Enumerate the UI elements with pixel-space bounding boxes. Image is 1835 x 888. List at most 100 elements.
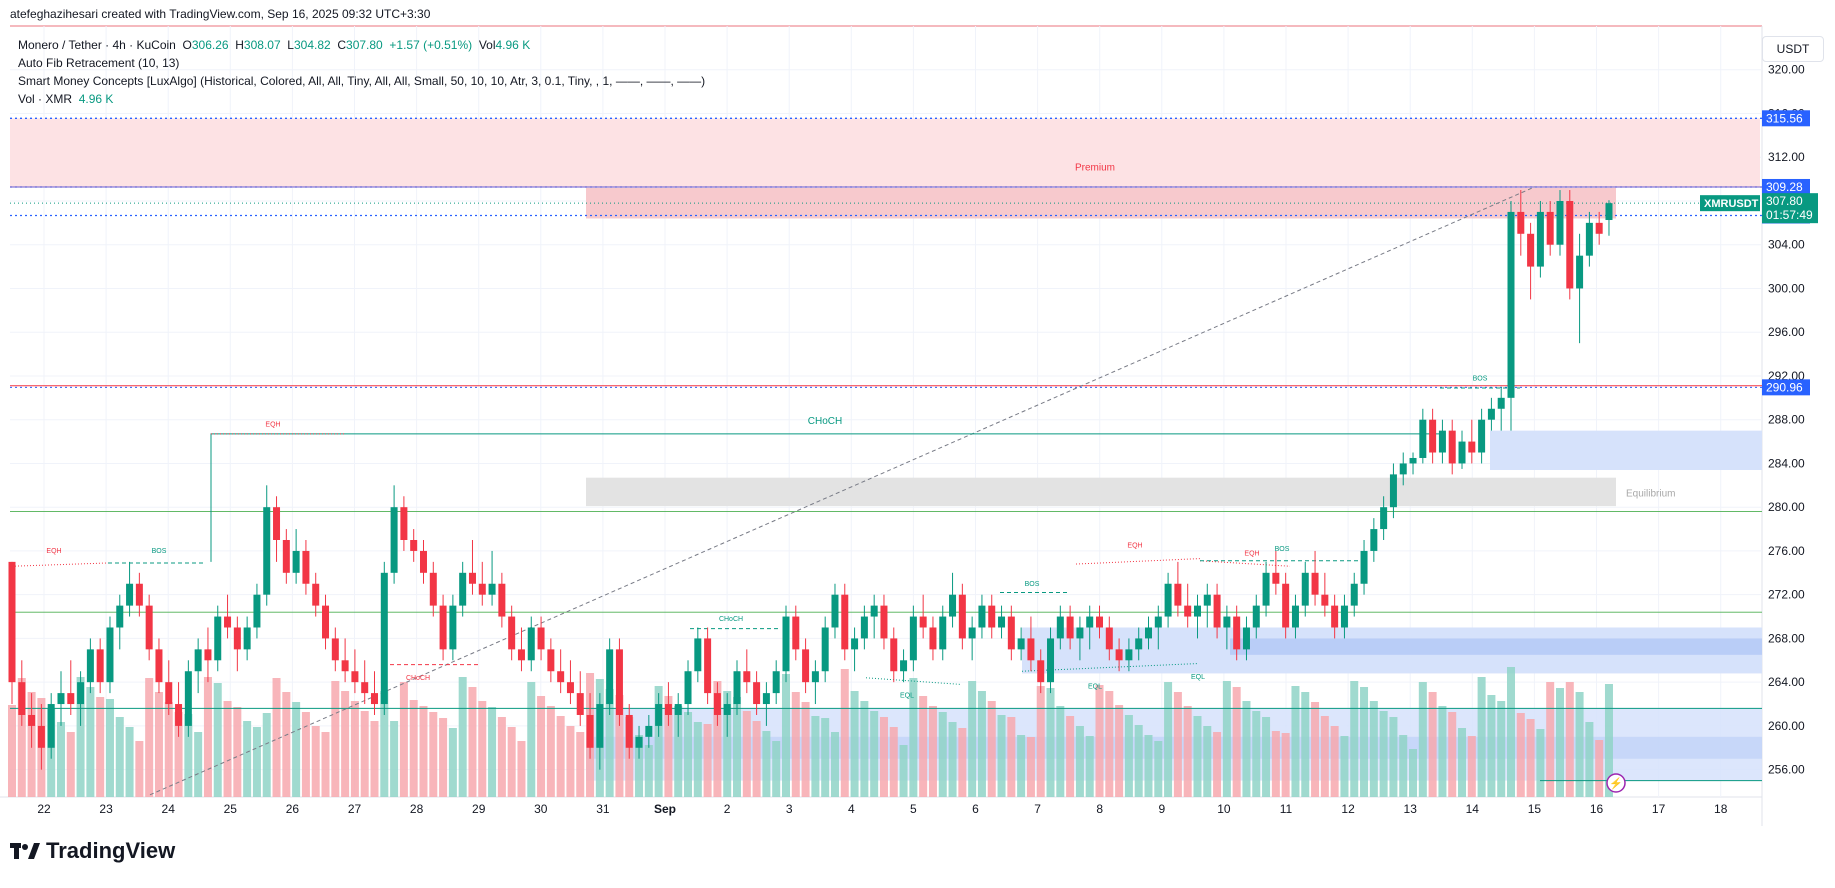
candle-body[interactable] (694, 638, 702, 672)
candle-body[interactable] (263, 507, 271, 595)
candle-body[interactable] (1135, 638, 1143, 650)
candle-body[interactable] (28, 714, 36, 726)
candle-body[interactable] (743, 671, 751, 683)
candle-body[interactable] (674, 704, 682, 715)
candle-body[interactable] (1125, 649, 1133, 661)
candle-body[interactable] (371, 693, 379, 705)
candle-body[interactable] (1605, 203, 1613, 221)
candle-body[interactable] (841, 594, 849, 650)
candle-body[interactable] (302, 550, 310, 584)
candle-body[interactable] (1556, 200, 1564, 245)
candle-body[interactable] (1566, 200, 1574, 289)
candle-body[interactable] (1047, 638, 1055, 683)
candle-body[interactable] (165, 682, 173, 705)
candle-body[interactable] (204, 649, 212, 661)
candle-body[interactable] (655, 704, 663, 726)
candle-body[interactable] (243, 627, 251, 650)
candle-body[interactable] (880, 605, 888, 639)
candle-body[interactable] (1399, 463, 1407, 475)
candle-body[interactable] (439, 605, 447, 650)
candle-body[interactable] (1291, 605, 1299, 628)
candle-body[interactable] (782, 616, 790, 672)
candle-body[interactable] (224, 616, 232, 628)
candle-body[interactable] (1429, 419, 1437, 453)
candle-body[interactable] (939, 616, 947, 650)
candle-body[interactable] (811, 671, 819, 683)
candle-body[interactable] (96, 649, 104, 683)
candle-body[interactable] (1252, 605, 1260, 628)
candle-body[interactable] (37, 725, 45, 748)
candle-body[interactable] (1380, 507, 1388, 530)
candle-body[interactable] (419, 550, 427, 573)
candle-body[interactable] (106, 627, 114, 683)
candle-body[interactable] (684, 671, 692, 705)
candle-body[interactable] (380, 572, 388, 705)
candle-body[interactable] (1478, 419, 1486, 453)
candle-body[interactable] (713, 693, 721, 715)
candle-body[interactable] (1497, 397, 1505, 409)
candle-body[interactable] (606, 649, 614, 705)
candle-body[interactable] (282, 540, 290, 573)
candle-body[interactable] (1115, 649, 1123, 661)
candle-body[interactable] (1301, 572, 1309, 606)
candle-body[interactable] (135, 583, 143, 606)
indicator-smc-row[interactable]: Smart Money Concepts [LuxAlgo] (Historic… (18, 74, 706, 88)
candle-body[interactable] (488, 583, 496, 595)
candle-body[interactable] (566, 682, 574, 694)
candle-body[interactable] (1164, 583, 1172, 617)
candle-body[interactable] (576, 693, 584, 715)
candle-body[interactable] (1282, 583, 1290, 628)
candle-body[interactable] (615, 649, 623, 715)
candle-body[interactable] (1056, 616, 1064, 639)
candle-body[interactable] (1007, 616, 1015, 650)
alert-circle-icon[interactable] (1606, 773, 1626, 793)
candle-body[interactable] (1507, 211, 1515, 398)
candle-body[interactable] (762, 693, 770, 705)
candle-body[interactable] (1184, 605, 1192, 617)
candle-body[interactable] (1438, 430, 1446, 453)
candle-body[interactable] (1105, 627, 1113, 650)
candle-body[interactable] (410, 540, 418, 551)
candle-body[interactable] (586, 714, 594, 748)
candle-body[interactable] (116, 605, 124, 628)
candle-body[interactable] (449, 605, 457, 650)
candle-body[interactable] (802, 649, 810, 683)
candle-body[interactable] (429, 572, 437, 606)
candle-body[interactable] (968, 627, 976, 639)
candle-body[interactable] (1174, 583, 1182, 606)
candle-body[interactable] (1037, 660, 1045, 683)
candle-body[interactable] (527, 627, 535, 661)
candle-body[interactable] (1419, 419, 1427, 458)
candle-body[interactable] (537, 627, 545, 650)
candle-body[interactable] (870, 605, 878, 617)
candle-body[interactable] (664, 704, 672, 715)
candle-body[interactable] (1360, 550, 1368, 584)
candle-body[interactable] (596, 704, 604, 748)
candle-body[interactable] (723, 704, 731, 715)
candle-body[interactable] (1242, 627, 1250, 650)
candle-body[interactable] (1448, 430, 1456, 464)
candle-body[interactable] (1585, 222, 1593, 256)
candle-body[interactable] (1144, 627, 1152, 639)
candle-body[interactable] (1272, 572, 1280, 584)
candle-body[interactable] (214, 616, 222, 661)
candle-body[interactable] (1350, 583, 1358, 606)
candle-body[interactable] (753, 682, 761, 705)
candle-body[interactable] (1576, 255, 1584, 289)
candle-body[interactable] (233, 627, 241, 650)
candle-body[interactable] (998, 616, 1006, 628)
candle-body[interactable] (733, 671, 741, 705)
candle-body[interactable] (478, 583, 486, 595)
candle-body[interactable] (273, 507, 281, 540)
candle-body[interactable] (645, 725, 653, 737)
candle-body[interactable] (292, 550, 300, 573)
candle-body[interactable] (18, 682, 26, 715)
candle-body[interactable] (459, 572, 467, 606)
candle-body[interactable] (322, 605, 330, 639)
candle-body[interactable] (1233, 616, 1241, 650)
candle-body[interactable] (1340, 605, 1348, 628)
candle-body[interactable] (57, 693, 65, 705)
candle-body[interactable] (860, 616, 868, 639)
